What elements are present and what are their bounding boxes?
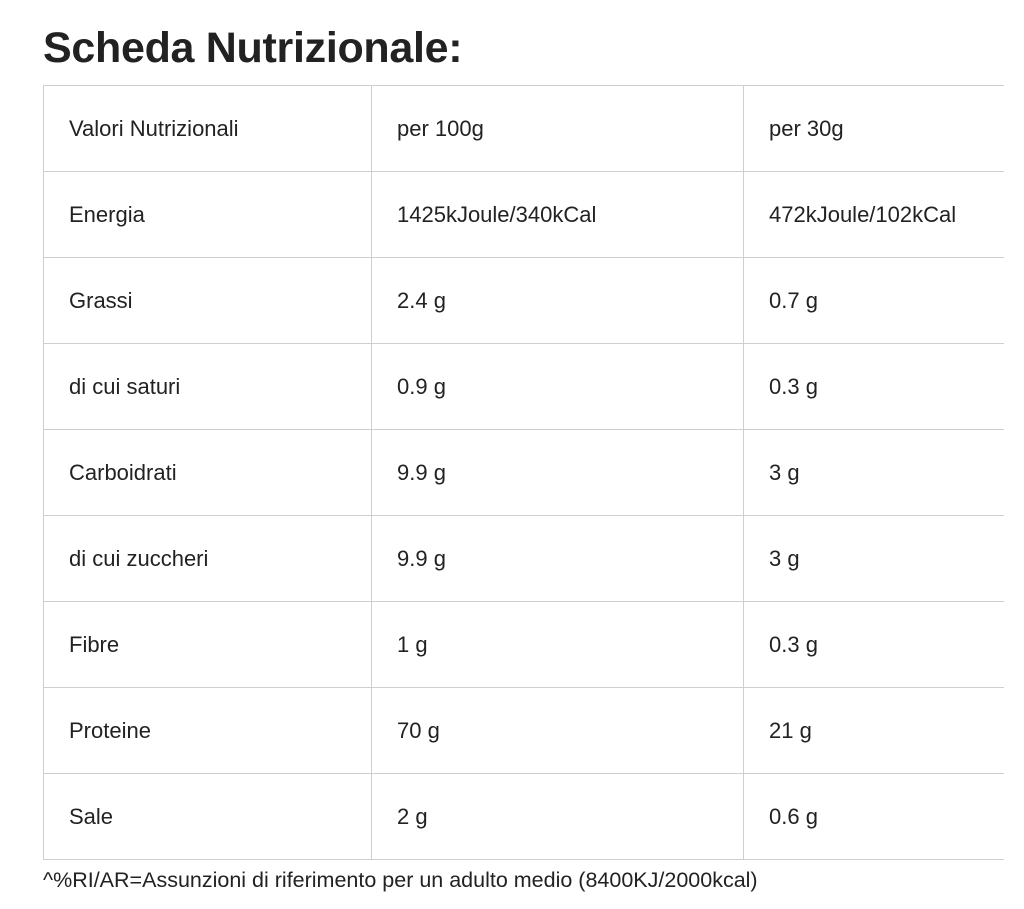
value-per-30g-cell: 0.6 g — [743, 773, 1004, 860]
value-per-100g-cell: 9.9 g — [371, 429, 744, 516]
page-title: Scheda Nutrizionale: — [43, 24, 463, 72]
header-cell-per-100g: per 100g — [371, 85, 744, 172]
table-header-row: Valori Nutrizionali per 100g per 30g — [43, 85, 1004, 172]
value-per-100g-cell: 70 g — [371, 687, 744, 774]
header-cell-nutrient: Valori Nutrizionali — [43, 85, 372, 172]
table-row: di cui saturi 0.9 g 0.3 g — [43, 343, 1004, 430]
nutrient-cell: di cui saturi — [43, 343, 372, 430]
value-per-100g-cell: 9.9 g — [371, 515, 744, 602]
nutrition-table: Valori Nutrizionali per 100g per 30g Ene… — [43, 85, 1004, 860]
header-cell-per-30g: per 30g — [743, 85, 1004, 172]
nutrient-cell: Carboidrati — [43, 429, 372, 516]
nutrient-cell: di cui zuccheri — [43, 515, 372, 602]
table-row: Fibre 1 g 0.3 g — [43, 601, 1004, 688]
nutrient-cell: Grassi — [43, 257, 372, 344]
table-row: Carboidrati 9.9 g 3 g — [43, 429, 1004, 516]
value-per-100g-cell: 2 g — [371, 773, 744, 860]
value-per-100g-cell: 1 g — [371, 601, 744, 688]
value-per-100g-cell: 2.4 g — [371, 257, 744, 344]
value-per-30g-cell: 0.3 g — [743, 601, 1004, 688]
table-row: di cui zuccheri 9.9 g 3 g — [43, 515, 1004, 602]
value-per-30g-cell: 472kJoule/102kCal — [743, 171, 1004, 258]
value-per-100g-cell: 1425kJoule/340kCal — [371, 171, 744, 258]
value-per-30g-cell: 21 g — [743, 687, 1004, 774]
table-row: Grassi 2.4 g 0.7 g — [43, 257, 1004, 344]
value-per-30g-cell: 3 g — [743, 429, 1004, 516]
nutrient-cell: Fibre — [43, 601, 372, 688]
nutrient-cell: Proteine — [43, 687, 372, 774]
table-row: Energia 1425kJoule/340kCal 472kJoule/102… — [43, 171, 1004, 258]
value-per-100g-cell: 0.9 g — [371, 343, 744, 430]
nutrient-cell: Energia — [43, 171, 372, 258]
value-per-30g-cell: 0.7 g — [743, 257, 1004, 344]
footnote: ^%RI/AR=Assunzioni di riferimento per un… — [43, 868, 758, 892]
table-row: Sale 2 g 0.6 g — [43, 773, 1004, 860]
nutrient-cell: Sale — [43, 773, 372, 860]
table-row: Proteine 70 g 21 g — [43, 687, 1004, 774]
value-per-30g-cell: 3 g — [743, 515, 1004, 602]
value-per-30g-cell: 0.3 g — [743, 343, 1004, 430]
